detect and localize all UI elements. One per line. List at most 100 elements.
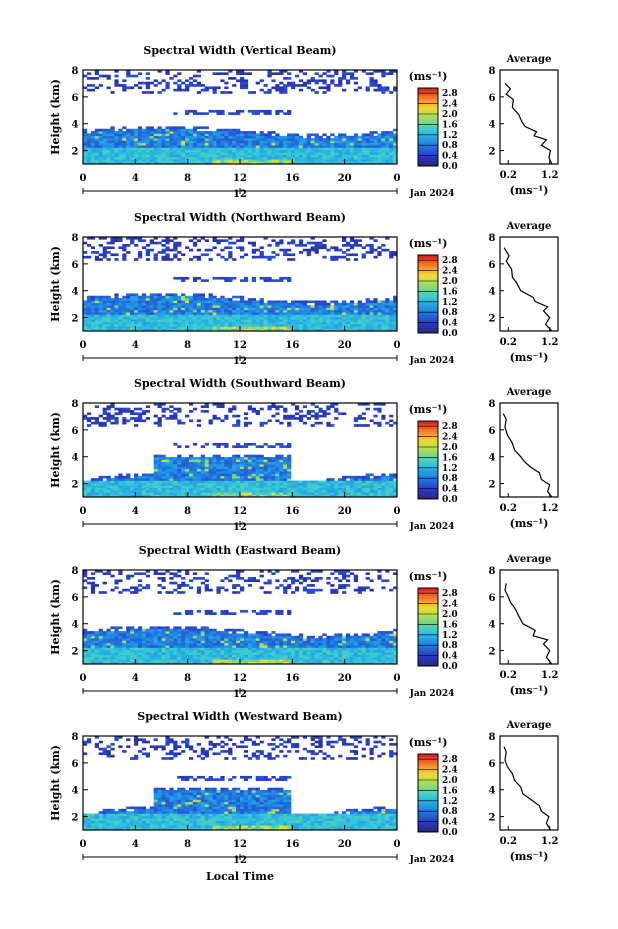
heatmap-cell bbox=[255, 445, 260, 448]
heatmap-cell bbox=[275, 412, 280, 416]
heatmap-cell bbox=[342, 244, 347, 247]
heatmap-cell bbox=[381, 475, 386, 479]
heatmap-cell bbox=[259, 475, 264, 479]
heatmap-cell bbox=[130, 147, 135, 151]
heatmap-cell bbox=[181, 584, 186, 587]
heatmap-cell bbox=[106, 478, 111, 481]
heatmap-cell bbox=[126, 159, 131, 162]
heatmap-cell bbox=[185, 128, 190, 132]
heatmap-cell bbox=[251, 309, 256, 313]
heatmap-cell bbox=[306, 312, 311, 315]
heatmap-cell bbox=[361, 412, 366, 416]
heatmap-cell bbox=[342, 478, 347, 481]
heatmap-cell bbox=[279, 138, 284, 141]
heatmap-cell bbox=[393, 140, 398, 144]
heatmap-cell bbox=[141, 81, 147, 85]
heatmap-cell bbox=[130, 638, 135, 641]
heatmap-cell bbox=[169, 572, 174, 575]
heatmap-cell bbox=[161, 147, 166, 151]
heatmap-cell bbox=[259, 407, 264, 411]
heatmap-cell bbox=[228, 142, 233, 146]
heatmap-cell bbox=[122, 133, 127, 137]
heatmap-cell bbox=[216, 328, 221, 332]
heatmap-cell bbox=[102, 638, 107, 641]
heatmap-cell bbox=[216, 149, 221, 153]
heatmap-cell bbox=[126, 302, 131, 306]
heatmap-cell bbox=[326, 412, 331, 416]
heatmap-cell bbox=[334, 417, 339, 420]
heatmap-cell bbox=[153, 414, 158, 418]
heatmap-cell bbox=[192, 489, 198, 493]
heatmap-cell bbox=[188, 84, 194, 87]
heatmap-cell bbox=[90, 584, 96, 587]
heatmap-cell bbox=[188, 457, 194, 460]
heatmap-cell bbox=[243, 457, 249, 460]
heatmap-cell bbox=[173, 494, 178, 498]
heatmap-cell bbox=[243, 154, 249, 158]
heatmap-cell bbox=[165, 633, 170, 637]
heatmap-cell bbox=[220, 319, 225, 322]
heatmap-cell bbox=[181, 298, 186, 301]
heatmap-cell bbox=[122, 126, 127, 130]
heatmap-cell bbox=[314, 405, 319, 408]
heatmap-cell bbox=[185, 312, 190, 315]
heatmap-cell bbox=[153, 457, 158, 460]
heatmap-cell bbox=[98, 135, 103, 139]
heatmap-cell bbox=[385, 480, 390, 484]
profile-title: Average bbox=[506, 387, 552, 398]
heatmap-cell bbox=[369, 159, 374, 162]
heatmap-cell bbox=[165, 570, 170, 573]
heatmap-cell bbox=[353, 140, 359, 144]
heatmap-cell bbox=[377, 410, 382, 413]
heatmap-cell bbox=[161, 492, 166, 495]
heatmap-cell bbox=[373, 494, 378, 498]
heatmap-cell bbox=[353, 480, 359, 484]
heatmap-cell bbox=[188, 471, 194, 474]
heatmap-cell bbox=[204, 253, 209, 257]
heatmap-cell bbox=[381, 487, 386, 491]
heatmap-cell bbox=[255, 316, 260, 320]
heatmap-cell bbox=[314, 492, 319, 495]
heatmap-cell bbox=[173, 466, 178, 470]
heatmap-cell bbox=[98, 138, 103, 141]
colorbar-swatch bbox=[418, 428, 438, 432]
heatmap-cell bbox=[153, 321, 158, 325]
heatmap-cell bbox=[130, 142, 135, 146]
heatmap-cell bbox=[326, 161, 331, 165]
heatmap-cell bbox=[287, 276, 292, 280]
heatmap-cell bbox=[98, 140, 103, 144]
heatmap-cell bbox=[385, 145, 390, 148]
heatmap-cell bbox=[106, 487, 111, 491]
heatmap-cell bbox=[298, 482, 304, 486]
heatmap-cell bbox=[381, 149, 386, 153]
colorbar-swatch bbox=[418, 119, 438, 123]
heatmap-cell bbox=[259, 323, 264, 327]
heatmap-cell bbox=[192, 635, 198, 639]
heatmap-cell bbox=[267, 131, 272, 134]
heatmap-cell bbox=[161, 466, 166, 470]
heatmap-cell bbox=[349, 300, 355, 304]
heatmap-cell bbox=[149, 312, 154, 315]
heatmap-cell bbox=[83, 140, 88, 144]
heatmap-cell bbox=[118, 642, 123, 646]
heatmap-cell bbox=[318, 305, 323, 308]
heatmap-cell bbox=[106, 133, 111, 137]
heatmap-cell bbox=[137, 492, 143, 495]
heatmap-cell bbox=[86, 309, 92, 313]
heatmap-cell bbox=[196, 84, 202, 87]
heatmap-cell bbox=[157, 128, 162, 132]
heatmap-cell bbox=[86, 295, 92, 299]
heatmap-cell bbox=[130, 312, 135, 315]
heatmap-cell bbox=[334, 321, 339, 325]
heatmap-cell bbox=[188, 656, 194, 660]
heatmap-cell bbox=[216, 140, 221, 144]
heatmap-cell bbox=[141, 135, 147, 139]
heatmap-cell bbox=[389, 326, 394, 329]
heatmap-cell bbox=[271, 309, 276, 313]
heatmap-cell bbox=[110, 642, 115, 646]
heatmap-cell bbox=[165, 457, 170, 460]
heatmap-cell bbox=[283, 309, 288, 313]
heatmap-cell bbox=[126, 133, 131, 137]
heatmap-cell bbox=[122, 323, 127, 327]
heatmap-cell bbox=[137, 475, 143, 479]
